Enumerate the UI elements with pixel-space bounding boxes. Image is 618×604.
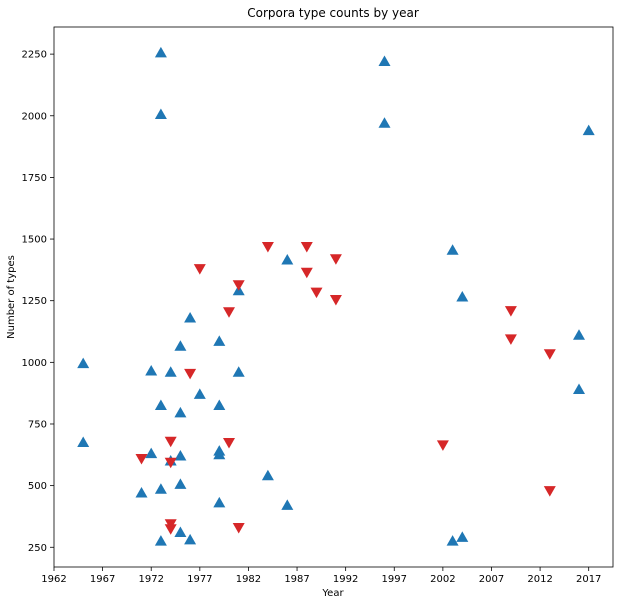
y-tick-label: 250	[28, 543, 47, 554]
y-tick-label: 2250	[22, 50, 47, 61]
x-tick-label: 2012	[527, 574, 552, 585]
up-triangle-point	[77, 357, 90, 369]
up-triangle-point	[446, 535, 459, 546]
up-triangle-point	[154, 535, 167, 546]
up-triangle-point	[174, 526, 187, 537]
plot-frame	[53, 26, 614, 568]
up-triangle-point	[261, 469, 274, 481]
up-triangle-point	[184, 312, 197, 323]
down-triangle-point	[310, 287, 323, 299]
down-triangle-point	[193, 264, 206, 275]
x-tick-label: 1997	[382, 574, 407, 585]
up-triangle-point	[456, 531, 469, 542]
down-triangle-point	[329, 254, 342, 265]
y-tick-label: 1750	[22, 173, 47, 184]
chart-marks	[77, 46, 595, 546]
up-triangle-point	[164, 366, 177, 377]
down-triangle-point	[543, 349, 556, 360]
up-triangle-point	[573, 383, 585, 394]
y-axis: 250 500 750 1000 1250 1500 1750 2000 2250	[22, 50, 54, 554]
up-triangle-point	[456, 291, 469, 302]
down-triangle-point	[164, 457, 177, 469]
up-triangle-point	[378, 55, 391, 66]
y-tick-label: 2000	[22, 111, 47, 122]
down-triangle-point	[184, 368, 197, 380]
x-tick-label: 1972	[138, 574, 163, 585]
down-triangle-point	[543, 486, 556, 497]
up-triangle-point	[77, 436, 90, 447]
y-axis-label: Number of types	[6, 255, 17, 339]
y-tick-label: 750	[28, 419, 47, 430]
up-triangle-point	[174, 340, 187, 351]
x-tick-label: 1977	[187, 574, 212, 585]
y-tick-label: 500	[28, 481, 47, 492]
up-triangle-point	[446, 244, 459, 255]
x-tick-label: 1987	[284, 574, 309, 585]
up-triangle-point	[174, 450, 187, 461]
down-triangle-point	[223, 438, 235, 449]
x-tick-label: 1992	[333, 574, 358, 585]
x-tick-label: 2007	[479, 574, 504, 585]
up-triangle-point	[193, 388, 206, 399]
x-tick-label: 2017	[576, 574, 601, 585]
down-triangle-point	[300, 242, 313, 253]
down-triangle-point	[261, 242, 274, 253]
down-triangle-point	[504, 334, 517, 345]
down-triangle-point	[504, 306, 517, 317]
down-triangle-point	[135, 454, 148, 465]
up-triangle-point	[145, 365, 158, 376]
down-triangle-point	[164, 436, 177, 448]
up-triangle-point	[213, 335, 226, 346]
up-triangle-point	[154, 108, 167, 119]
up-triangle-point	[154, 399, 167, 410]
down-triangle-point	[232, 280, 245, 291]
up-triangle-point	[213, 448, 226, 460]
up-triangle-point	[154, 483, 167, 494]
up-triangle-point	[184, 533, 197, 545]
down-triangle-point	[329, 295, 342, 306]
up-triangle-point	[213, 496, 226, 508]
x-axis-label: Year	[321, 588, 344, 599]
x-tick-label: 1982	[236, 574, 261, 585]
down-triangle-point	[223, 307, 235, 318]
up-triangle-point	[174, 478, 187, 489]
x-tick-label: 1967	[90, 574, 115, 585]
up-triangle-point	[281, 254, 294, 265]
y-tick-label: 1250	[22, 296, 47, 307]
up-triangle-point	[174, 406, 187, 418]
down-triangle-point	[300, 267, 313, 279]
up-triangle-point	[145, 447, 158, 459]
up-triangle-point	[378, 117, 391, 128]
down-triangle-point	[232, 523, 245, 534]
up-triangle-point	[573, 329, 585, 340]
y-tick-label: 1500	[22, 235, 47, 246]
up-triangle-point	[135, 487, 148, 498]
up-triangle-point	[281, 499, 294, 510]
up-triangle-point	[213, 399, 226, 410]
down-triangle-point	[164, 524, 177, 535]
up-triangle-point	[154, 46, 167, 58]
x-axis: 1962 1967 1972 1977 1982 1987 1992 1997 2002 2007…	[41, 567, 601, 585]
up-triangle-point	[582, 124, 595, 136]
y-tick-label: 1000	[22, 358, 47, 369]
chart-title: Corpora type counts by year	[247, 6, 419, 20]
x-tick-label: 2002	[430, 574, 455, 585]
down-triangle-point	[436, 440, 449, 451]
x-tick-label: 1962	[41, 574, 66, 585]
up-triangle-point	[232, 366, 245, 377]
